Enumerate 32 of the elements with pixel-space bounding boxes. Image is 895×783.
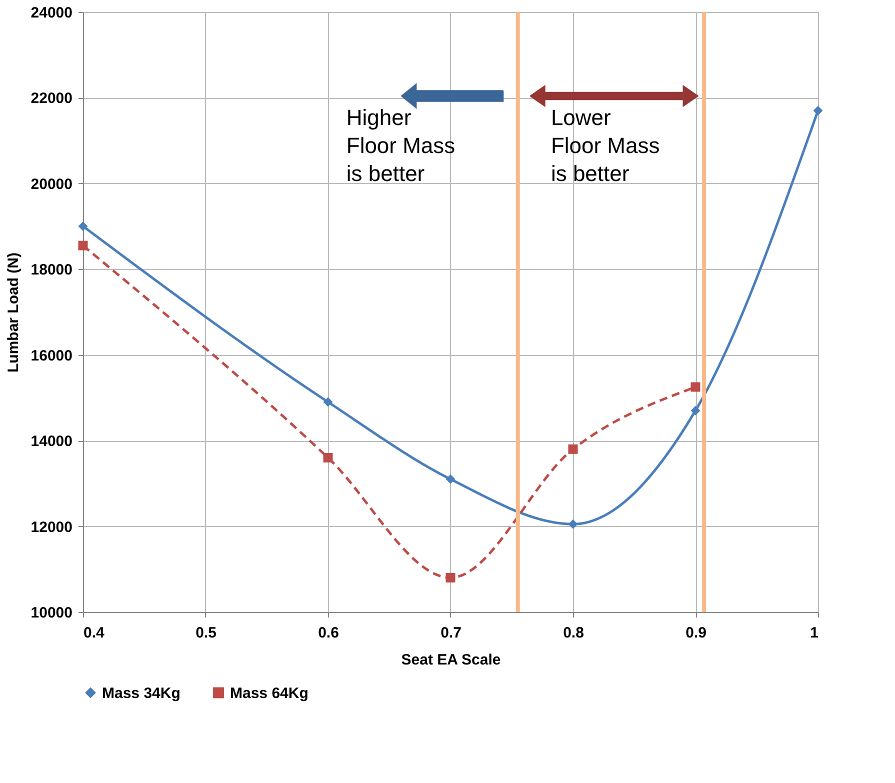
y-tick-label: 22000 [30,90,72,108]
x-tick-label: 0.7 [440,624,462,642]
point [323,452,333,462]
y-tick-label: 20000 [30,176,72,193]
point [690,406,700,416]
point [78,240,88,250]
annotation: Lower Floor Mass is better [550,105,660,186]
point [568,519,578,529]
point [813,106,823,116]
x-tick-label: 0.6 [318,624,339,642]
point [78,222,88,232]
y-tick-label: 12000 [30,518,72,536]
y-axis-title: Lumbar Load (N) [4,252,22,372]
y-tick-label: 24000 [30,4,72,22]
x-tick-label: 0.4 [84,624,106,642]
y-tick-label: 16000 [30,347,72,364]
y-tick-label: 18000 [30,262,72,279]
x-tick-label: 0.8 [563,624,584,642]
x-axis-title: Seat EA Scale [401,652,501,668]
point [323,397,333,407]
legend-label: Mass 34Kg [102,684,180,702]
annotation: Higher Floor Mass is better [346,105,456,186]
y-tick-label: 10000 [30,604,72,622]
point [690,382,700,392]
point [446,474,456,484]
legend-label: Mass 64Kg [230,684,308,702]
x-tick-label: 1 [810,624,818,642]
x-tick-label: 0.9 [686,624,706,642]
point [568,444,578,454]
point [446,572,456,582]
x-tick-label: 0.5 [196,624,216,642]
y-tick-label: 14000 [30,433,72,450]
